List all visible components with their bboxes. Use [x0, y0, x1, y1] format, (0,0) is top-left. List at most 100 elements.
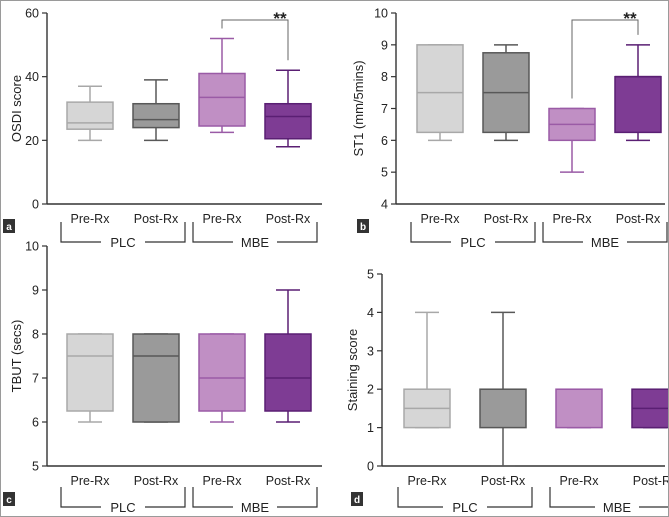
- x-tick-label: Post-Rx: [481, 474, 526, 488]
- x-tick-label: Pre-Rx: [203, 212, 243, 226]
- significance-bracket: [221, 19, 289, 61]
- box-iqr: [614, 75, 662, 134]
- y-tick-label: 0: [367, 460, 374, 474]
- y-tick-label: 7: [381, 102, 388, 116]
- y-tick-label: 5: [32, 460, 39, 474]
- x-tick-label: Post-Rx: [484, 212, 529, 226]
- y-tick-label: 20: [25, 134, 39, 148]
- y-tick-label: 10: [374, 7, 388, 21]
- panel-label-bg: [351, 492, 363, 506]
- box-2: [482, 44, 530, 142]
- group-label-bg: [583, 236, 627, 248]
- y-axis-title: OSDI score: [9, 75, 24, 142]
- box-iqr: [132, 333, 180, 423]
- box-iqr: [479, 388, 527, 429]
- y-tick-label: 8: [381, 70, 388, 84]
- panel-label-text: a: [6, 222, 12, 233]
- x-tick-label: Post-Rx: [134, 212, 179, 226]
- box-iqr: [555, 388, 603, 429]
- panel-label-c: c: [3, 492, 15, 506]
- box-3: [198, 333, 246, 423]
- box-3: [548, 107, 596, 173]
- y-axis-title: ST1 (mm/5mins): [351, 60, 366, 156]
- y-tick-label: 10: [25, 240, 39, 254]
- x-tick-label: Pre-Rx: [71, 474, 111, 488]
- box-3: [198, 37, 246, 134]
- group-label: PLC: [110, 235, 135, 250]
- panel-label-text: b: [360, 222, 366, 233]
- x-tick-label: Pre-Rx: [553, 212, 593, 226]
- y-tick-label: 6: [32, 416, 39, 430]
- x-tick-label: Pre-Rx: [421, 212, 461, 226]
- box-4: [264, 69, 312, 148]
- y-tick-label: 2: [367, 383, 374, 397]
- y-tick-label: 5: [381, 166, 388, 180]
- x-tick-label: Post-Rx: [616, 212, 661, 226]
- box-1: [403, 311, 451, 429]
- y-tick-label: 60: [25, 7, 39, 21]
- panel-label-d: d: [351, 492, 363, 506]
- panel-label-b: b: [357, 219, 369, 233]
- group-label: MBE: [241, 235, 270, 250]
- box-1: [66, 333, 114, 423]
- box-iqr: [264, 102, 312, 140]
- box-4: [631, 388, 668, 429]
- y-tick-label: 6: [381, 134, 388, 148]
- panel-label-bg: [3, 492, 15, 506]
- box-iqr: [132, 102, 180, 129]
- panel-label-text: c: [6, 495, 12, 506]
- group-label-bg: [451, 236, 495, 248]
- significance-bracket: [571, 19, 639, 99]
- x-tick-label: Pre-Rx: [408, 474, 448, 488]
- x-tick-label: Pre-Rx: [71, 212, 111, 226]
- y-tick-label: 4: [367, 306, 374, 320]
- x-tick-label: Post-Rx: [266, 474, 311, 488]
- group-label-bg: [101, 236, 145, 248]
- panel-label-text: d: [354, 495, 360, 506]
- group-label: PLC: [460, 235, 485, 250]
- y-tick-label: 4: [381, 198, 388, 212]
- x-tick-label: Post-Rx: [134, 474, 179, 488]
- y-axis-title: TBUT (secs): [9, 320, 24, 393]
- y-tick-label: 3: [367, 344, 374, 358]
- y-tick-label: 1: [367, 421, 374, 435]
- panel-label-bg: [357, 219, 369, 233]
- x-tick-label: Post-Rx: [633, 474, 668, 488]
- box-2: [132, 79, 180, 142]
- box-iqr: [264, 333, 312, 412]
- y-tick-label: 9: [381, 38, 388, 52]
- group-label-bg: [101, 501, 145, 513]
- y-axis-title: Staining score: [345, 329, 360, 411]
- box-1: [416, 44, 464, 142]
- y-tick-label: 40: [25, 70, 39, 84]
- panel-label-a: a: [3, 219, 15, 233]
- box-4: [264, 289, 312, 423]
- y-tick-label: 9: [32, 284, 39, 298]
- group-label-bg: [443, 501, 487, 513]
- y-tick-label: 5: [367, 268, 374, 282]
- panel-c: 5 6 7 8 9 10 TBUT (secs) Pre-Rx Post-Rx Pre-Rx Pos…: [3, 240, 322, 515]
- box-1: [66, 85, 114, 142]
- panel-d: 0 1 2 3 4 5 Staining score Pre-Rx Post-Rx Pre-Rx P…: [345, 268, 668, 515]
- x-tick-label: Pre-Rx: [560, 474, 600, 488]
- y-tick-label: 8: [32, 328, 39, 342]
- box-2: [479, 311, 527, 467]
- significance-label: **: [273, 9, 287, 28]
- x-tick-label: Post-Rx: [266, 212, 311, 226]
- panel-a: 0 20 40 60 OSDI score Pre-Rx Post-Rx Pre-Rx Post…: [3, 7, 322, 250]
- box-iqr: [198, 333, 246, 412]
- box-3: [555, 388, 603, 429]
- group-label: MBE: [241, 500, 270, 515]
- box-iqr: [416, 44, 464, 134]
- box-2: [132, 333, 180, 423]
- panel-label-bg: [3, 219, 15, 233]
- group-label: MBE: [603, 500, 632, 515]
- x-tick-label: Pre-Rx: [203, 474, 243, 488]
- significance-label: **: [623, 9, 637, 28]
- group-label-bg: [233, 236, 277, 248]
- group-label-bg: [595, 501, 639, 513]
- group-label: MBE: [591, 235, 620, 250]
- group-label: PLC: [452, 500, 477, 515]
